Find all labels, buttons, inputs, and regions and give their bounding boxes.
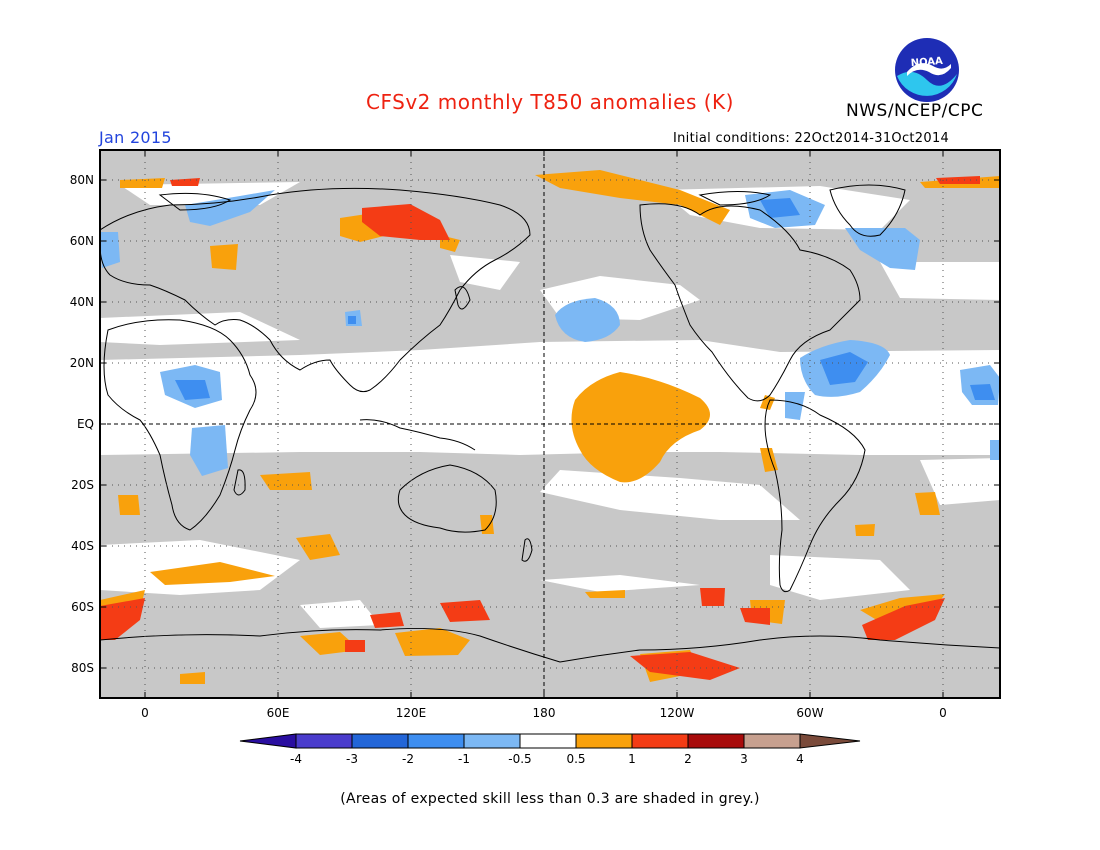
- agency-label: NWS/NCEP/CPC: [846, 101, 984, 121]
- lon-label: 0: [141, 706, 149, 720]
- noaa-logo: NOAA: [893, 36, 961, 104]
- colorbar-swatch: [799, 733, 861, 749]
- lon-label: 60E: [267, 706, 290, 720]
- colorbar-label: -4: [290, 752, 302, 766]
- colorbar-swatch: [631, 733, 689, 749]
- colorbar-label: 2: [684, 752, 692, 766]
- colorbar-label: 0.5: [566, 752, 585, 766]
- logo-text: NOAA: [910, 56, 943, 69]
- colorbar-swatch: [743, 733, 801, 749]
- lon-label: 0: [939, 706, 947, 720]
- warm-anomalies-red: [100, 176, 980, 680]
- colorbar-swatch: [463, 733, 521, 749]
- lon-label: 120W: [660, 706, 695, 720]
- lon-label: 180: [533, 706, 556, 720]
- gridlines: [100, 150, 1000, 698]
- skill-footnote: (Areas of expected skill less than 0.3 a…: [340, 791, 760, 807]
- colorbar-label: -1: [458, 752, 470, 766]
- colorbar-swatch: [519, 733, 577, 749]
- cool-anomalies-light-blue: [100, 190, 1000, 476]
- lat-label: EQ: [77, 417, 94, 431]
- cool-anomalies-blue: [175, 198, 995, 400]
- colorbar-label: -0.5: [508, 752, 531, 766]
- colorbar-swatch: [351, 733, 409, 749]
- latitude-labels: 80N 60N 40N 20N EQ 20S 40S 60S 80S: [70, 173, 94, 675]
- colorbar-labels: -4 -3 -2 -1 -0.5 0.5 1 2 3 4: [290, 752, 804, 766]
- lat-label: 20S: [71, 478, 94, 492]
- colorbar-swatch: [239, 733, 297, 749]
- colorbar-label: 4: [796, 752, 804, 766]
- colorbar-label: -3: [346, 752, 358, 766]
- lat-label: 80N: [70, 173, 94, 187]
- colorbar-swatch: [687, 733, 745, 749]
- colorbar-swatch: [575, 733, 633, 749]
- colorbar-label: 1: [628, 752, 636, 766]
- lon-label: 120E: [396, 706, 427, 720]
- lat-label: 20N: [70, 356, 94, 370]
- longitude-labels: 0 60E 120E 180 120W 60W 0: [141, 706, 947, 720]
- map-title: CFSv2 monthly T850 anomalies (K): [366, 90, 734, 114]
- tick-marks: [100, 150, 1000, 698]
- lat-label: 60S: [71, 600, 94, 614]
- colorbar-label: -2: [402, 752, 414, 766]
- colorbar-label: 3: [740, 752, 748, 766]
- colorbar-swatch: [295, 733, 353, 749]
- initial-conditions-label: Initial conditions: 22Oct2014-31Oct2014: [673, 131, 950, 146]
- colorbar-swatch: [407, 733, 465, 749]
- lat-label: 60N: [70, 234, 94, 248]
- lon-label: 60W: [796, 706, 823, 720]
- lat-label: 40N: [70, 295, 94, 309]
- lat-label: 40S: [71, 539, 94, 553]
- valid-month-label: Jan 2015: [99, 128, 172, 147]
- colorbar: [239, 733, 861, 749]
- central-pacific-warm-anomaly: [571, 372, 710, 483]
- coastlines: [100, 184, 1000, 663]
- lat-label: 80S: [71, 661, 94, 675]
